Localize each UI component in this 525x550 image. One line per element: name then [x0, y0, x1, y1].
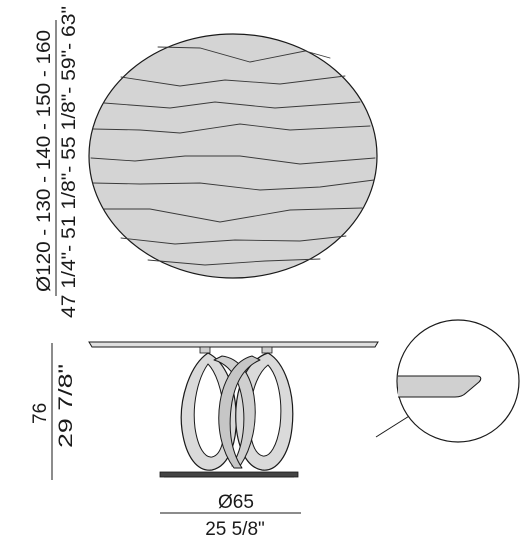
grain-line	[103, 101, 361, 109]
loop-base	[180, 352, 294, 471]
height-imperial-label: 29 7/8"	[56, 364, 77, 448]
detail-leader-line	[375, 412, 415, 438]
grain-line	[157, 46, 331, 63]
grain-line	[120, 75, 346, 87]
base-diameter-metric-label: Ø65	[218, 492, 254, 513]
grain-line	[120, 235, 347, 245]
base-connector	[199, 346, 211, 354]
top-view	[88, 33, 378, 279]
diameter-imperial-label: 47 1/4"- 51 1/8"- 55 1/8"- 59"- 63"	[59, 6, 80, 318]
edge-detail	[375, 319, 520, 443]
base-diameter-imperial-label: 25 5/8"	[205, 519, 265, 540]
side-view	[88, 341, 379, 478]
base-connector	[261, 346, 273, 354]
grain-line	[92, 179, 375, 191]
height-dimension: 76 29 7/8"	[30, 343, 77, 480]
diameter-metric-label: Ø120 - 130 - 140 - 150 - 160	[34, 30, 55, 292]
detail-edge-profile	[398, 375, 482, 398]
grain-line	[147, 258, 321, 266]
grain-line	[92, 123, 371, 134]
height-metric-label: 76	[30, 403, 51, 424]
grain-line	[103, 207, 363, 223]
grain-line	[90, 155, 376, 165]
base-plinth	[159, 471, 299, 478]
base-diameter-dimension: Ø65 25 5/8"	[160, 492, 301, 540]
base-crossing-band	[218, 355, 261, 469]
table-top-grain	[90, 46, 376, 266]
table-top-slab	[88, 341, 379, 348]
top-view-dimension: Ø120 - 130 - 140 - 150 - 160 47 1/4"- 51…	[34, 6, 80, 318]
